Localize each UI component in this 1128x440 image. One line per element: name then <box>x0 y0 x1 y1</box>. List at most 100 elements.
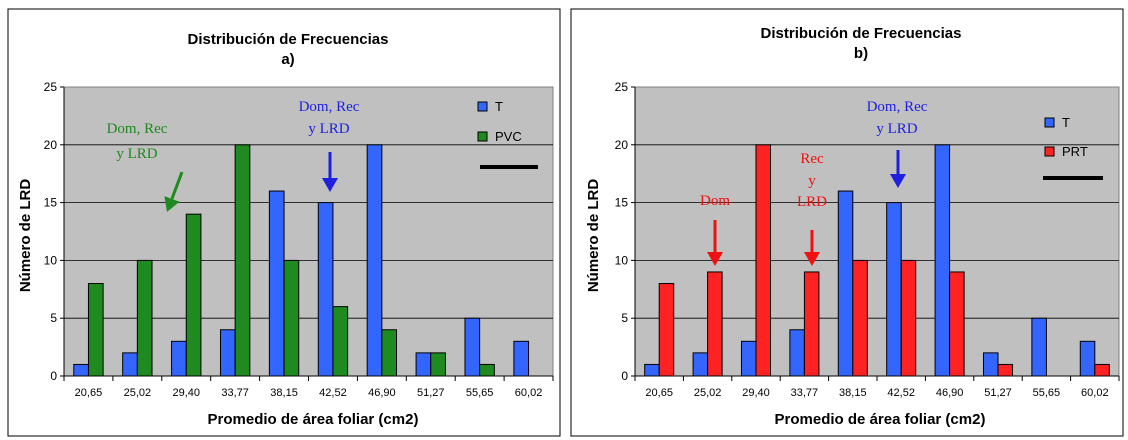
y-tick-label: 0 <box>50 369 57 383</box>
bar-t-0 <box>73 363 89 377</box>
bar-t-6 <box>934 144 951 377</box>
x-tick-label: 55,65 <box>1033 387 1061 399</box>
bar-t-9 <box>513 340 530 377</box>
legend-swatch-prt <box>1044 146 1055 157</box>
y-tick-label: 15 <box>44 196 58 210</box>
bar-pvc-2 <box>185 213 202 377</box>
bar-pvc-8 <box>479 363 495 377</box>
bar-t-1 <box>122 352 138 377</box>
chart-title: Distribución de Frecuencias <box>761 25 962 42</box>
bar-t-8 <box>464 317 481 377</box>
chart-a: Distribución de Frecuencias a) 0 5 10 15 20 25 2… <box>7 8 561 437</box>
bar-pvc-5 <box>332 306 349 377</box>
bar-prt-2 <box>755 144 772 377</box>
annotation-arrow-shaft <box>170 171 184 200</box>
y-tick-label: 20 <box>615 138 629 152</box>
bar-t-9 <box>1079 340 1096 377</box>
bar-prt-5 <box>900 259 917 377</box>
bar-pvc-7 <box>430 352 446 377</box>
annotation-arrow-head <box>164 196 180 212</box>
y-tick-label: 0 <box>621 369 628 383</box>
x-tick-label: 42,52 <box>887 387 915 399</box>
bar-t-4 <box>837 190 854 377</box>
bar-t-3 <box>789 329 805 377</box>
x-tick-label: 33,77 <box>791 387 819 399</box>
x-axis-title: Promedio de área foliar (cm2) <box>775 411 986 428</box>
y-axis-title: Número de LRD <box>585 179 602 293</box>
bar-pvc-1 <box>136 259 153 377</box>
bar-prt-4 <box>852 259 868 377</box>
bar-t-4 <box>268 190 285 377</box>
legend-label-pvc: PVC <box>495 129 522 144</box>
annotation-arrow-head <box>890 174 906 188</box>
bar-t-5 <box>317 202 334 377</box>
annotation-text: LRD <box>797 194 827 210</box>
y-tick-label: 15 <box>615 196 629 210</box>
bar-prt-7 <box>997 363 1014 377</box>
annotation-text: Dom, Rec <box>107 121 168 137</box>
x-tick-label: 20,65 <box>645 387 673 399</box>
chart-b: Distribución de Frecuencias b) 0 5 10 15 20 25 2… <box>570 8 1124 437</box>
bar-prt-0 <box>658 283 675 377</box>
chart-subtitle: b) <box>854 45 868 62</box>
bar-prt-1 <box>707 271 723 377</box>
x-tick-label: 51,27 <box>417 387 445 399</box>
bar-prt-6 <box>949 271 965 377</box>
y-tick-label: 5 <box>50 311 57 325</box>
x-tick-label: 25,02 <box>694 387 722 399</box>
y-axis-title: Número de LRD <box>17 179 34 293</box>
annotation-text: y LRD <box>116 146 157 162</box>
annotation-text: Dom, Rec <box>867 99 928 115</box>
annotation-text: y <box>808 173 816 189</box>
bar-t-3 <box>219 329 236 377</box>
annotation-arrow-head <box>322 178 338 192</box>
x-tick-label: 33,77 <box>221 387 249 399</box>
x-axis-title: Promedio de área foliar (cm2) <box>208 411 419 428</box>
y-tick-label: 20 <box>44 138 58 152</box>
x-tick-label: 29,40 <box>742 387 770 399</box>
y-tick-label: 10 <box>615 253 629 267</box>
x-tick-label: 55,65 <box>466 387 494 399</box>
bar-t-7 <box>982 352 999 377</box>
bar-prt-9 <box>1094 363 1110 377</box>
x-tick-label: 38,15 <box>270 387 298 399</box>
bar-t-2 <box>740 340 757 377</box>
x-tick-label: 46,90 <box>936 387 964 399</box>
bar-pvc-3 <box>234 144 251 377</box>
chart-subtitle: a) <box>281 51 294 68</box>
bar-pvc-0 <box>87 283 104 377</box>
legend-swatch-pvc <box>477 131 488 142</box>
y-tick-label: 10 <box>44 253 58 267</box>
legend-label-prt: PRT <box>1062 144 1088 159</box>
x-tick-label: 42,52 <box>319 387 347 399</box>
annotation-text: Rec <box>800 151 824 167</box>
x-tick-label: 38,15 <box>839 387 867 399</box>
chart-title: Distribución de Frecuencias <box>188 31 389 48</box>
annotation-arrow-head <box>707 252 723 266</box>
bar-t-8 <box>1031 317 1047 377</box>
annotation-text: y LRD <box>876 121 917 137</box>
x-tick-label: 20,65 <box>75 387 103 399</box>
x-tick-label: 60,02 <box>515 387 543 399</box>
x-tick-label: 29,40 <box>172 387 200 399</box>
x-tick-label: 46,90 <box>368 387 396 399</box>
x-tick-label: 60,02 <box>1081 387 1109 399</box>
legend-label-t: T <box>1062 115 1070 130</box>
annotation-text: Dom <box>700 193 730 209</box>
bar-pvc-6 <box>381 329 398 377</box>
annotation-text: y LRD <box>308 121 349 137</box>
legend-label-t: T <box>495 99 503 114</box>
bar-t-5 <box>886 202 902 377</box>
x-tick-label: 51,27 <box>984 387 1012 399</box>
legend-swatch-t <box>1044 117 1055 128</box>
bar-prt-3 <box>803 271 820 377</box>
legend-swatch-t <box>477 101 488 112</box>
x-tick-label: 25,02 <box>124 387 152 399</box>
y-tick-label: 5 <box>621 311 628 325</box>
bar-t-1 <box>692 352 709 377</box>
annotation-arrow-head <box>804 252 820 266</box>
bar-t-0 <box>644 363 660 377</box>
bar-t-7 <box>415 352 432 377</box>
bar-t-2 <box>171 340 187 377</box>
bar-t-6 <box>366 144 383 377</box>
